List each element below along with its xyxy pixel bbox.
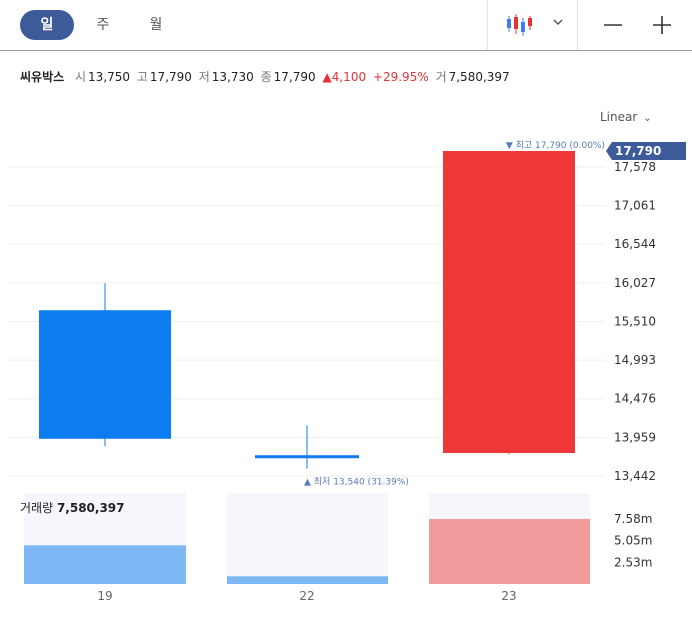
y-tick-label: 17,578 <box>614 160 656 174</box>
y-tick-label: 17,061 <box>614 198 656 212</box>
tab-week[interactable]: 주 <box>96 17 110 33</box>
toolbar-divider <box>577 0 578 50</box>
y-tick-label: 14,476 <box>614 392 656 406</box>
tab-day[interactable]: 일 <box>20 10 74 40</box>
toolbar-divider <box>487 0 488 50</box>
candlestick-icon <box>507 14 563 36</box>
volume-tick-label: 2.53m <box>614 555 652 569</box>
max-marker-label: ▼ 최고 17,790 (0.00%) <box>506 140 605 151</box>
volume-tick-label: 5.05m <box>614 534 652 548</box>
high-value: 17,790 <box>149 70 192 84</box>
minus-icon <box>604 24 622 26</box>
volume-bar <box>429 518 590 584</box>
x-tick-label: 19 <box>97 589 112 603</box>
volume-panel-bg <box>24 493 186 584</box>
y-tick-label: 13,959 <box>614 430 656 444</box>
zoom-out-button[interactable] <box>598 10 628 40</box>
min-marker-label: ▲ 최저 13,540 (31.39%) <box>304 477 409 488</box>
top-toolbar: 일 주 월 <box>0 0 692 51</box>
volume-panel-bg <box>429 493 590 584</box>
open-value: 13,750 <box>88 70 131 84</box>
volume-value: 7,580,397 <box>448 70 510 84</box>
volume-tick-label: 7.58m <box>614 512 652 526</box>
candle-body <box>255 455 359 459</box>
tab-month[interactable]: 월 <box>149 17 163 33</box>
current-price-label: 17,790 <box>615 144 661 158</box>
scale-selector[interactable]: Linear ⌄ <box>600 110 652 124</box>
up-triangle-icon: ▲ <box>322 70 332 84</box>
high-label: 고 <box>136 70 148 84</box>
change-value: 4,100 <box>331 70 367 84</box>
zoom-in-button[interactable] <box>647 10 677 40</box>
y-tick-label: 16,544 <box>614 237 656 251</box>
low-label: 저 <box>198 70 210 84</box>
current-price-badge <box>606 142 686 160</box>
y-tick-label: 15,510 <box>614 314 656 328</box>
chart-type-selector[interactable] <box>505 12 565 38</box>
close-label: 종 <box>260 70 272 84</box>
volume-bar <box>227 576 388 584</box>
stock-name: 씨유박스 <box>20 70 65 84</box>
chevron-down-icon: ⌄ <box>643 113 652 124</box>
low-value: 13,730 <box>211 70 254 84</box>
volume-bar <box>24 545 186 584</box>
x-tick-label: 23 <box>501 589 516 603</box>
close-value: 17,790 <box>273 70 316 84</box>
scale-label: Linear <box>600 110 638 124</box>
candle-body <box>443 151 575 453</box>
volume-title: 거래량 7,580,397 <box>20 501 125 515</box>
y-tick-label: 16,027 <box>614 276 656 290</box>
volume-label: 거 <box>435 70 447 84</box>
y-tick-label: 14,993 <box>614 353 656 367</box>
volume-panel-bg <box>227 493 388 584</box>
chevron-down-icon <box>553 19 563 25</box>
open-label: 시 <box>75 70 87 84</box>
candle-body <box>39 310 171 439</box>
price-summary: 씨유박스 시 13,750 고 17,790 저 13,730 종 17,790 ▲4,… <box>20 68 510 85</box>
y-tick-label: 13,442 <box>614 469 656 483</box>
change-percent: +29.95% <box>372 70 429 84</box>
x-tick-label: 22 <box>299 589 314 603</box>
plus-icon <box>653 16 671 34</box>
